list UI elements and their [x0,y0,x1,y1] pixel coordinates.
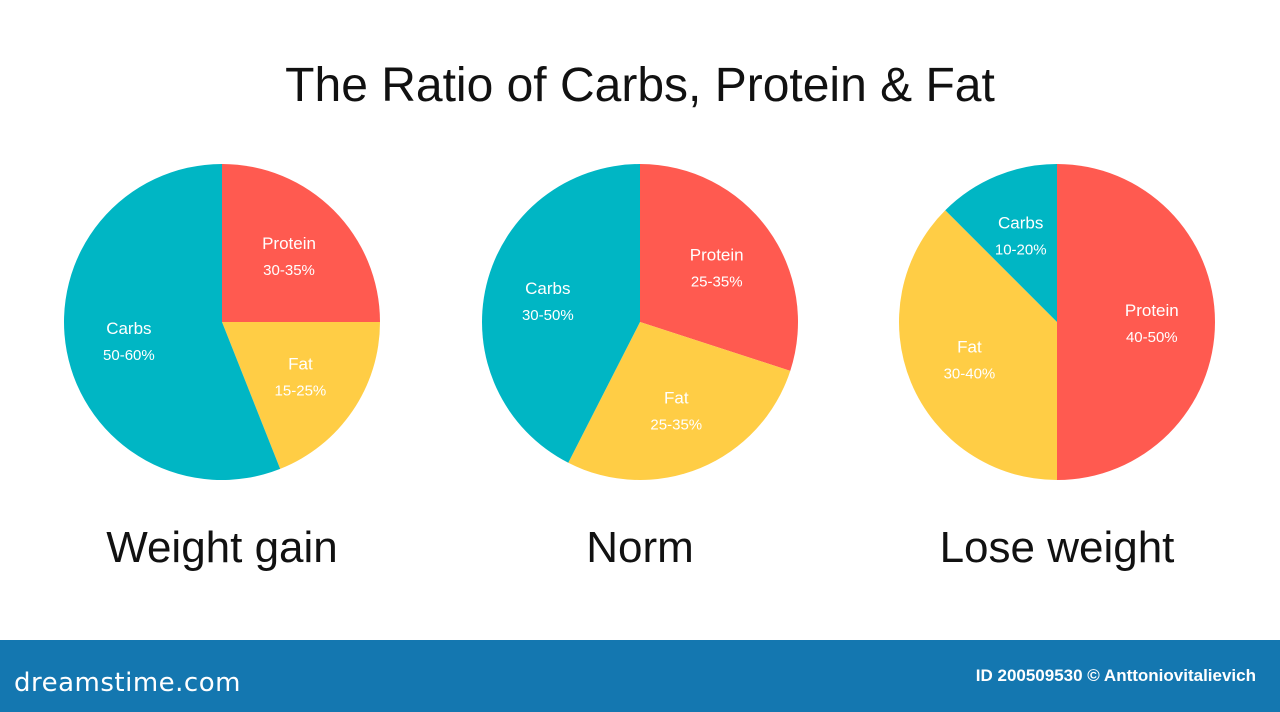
pie-slice-protein [1057,164,1215,480]
slice-name-label: Protein [262,234,316,253]
slice-name-label: Carbs [998,213,1043,232]
pie-slice-protein [640,164,798,371]
pie-slice-protein [222,164,380,322]
slice-name-label: Fat [957,337,982,356]
image-credit: ID 200509530 © Anttoniovitalievich [975,666,1256,685]
pie-slice-carbs [482,164,640,463]
slice-value-label: 25-35% [691,273,743,290]
pie-slice-carbs [945,164,1057,322]
chart-title: The Ratio of Carbs, Protein & Fat [285,59,995,112]
pie-slice-fat [222,322,380,469]
slice-value-label: 30-50% [522,307,574,324]
pie-slice-fat [898,210,1057,480]
slice-name-label: Fat [288,354,313,373]
slice-value-label: 30-40% [944,365,996,382]
slice-value-label: 10-20% [995,241,1047,258]
slice-name-label: Protein [1125,301,1179,320]
pie-charts: Protein 30-35% Fat 15-25% Carbs 50-60% Weight … [64,164,1215,572]
slice-name-label: Protein [690,245,744,264]
slice-value-label: 15-25% [275,382,327,399]
footer-bar: dreamstime.com ID 200509530 © Anttoniovi… [0,640,1280,712]
slice-name-label: Fat [664,389,689,408]
pie-slice-fat [568,322,791,480]
dreamstime-logo: dreamstime.com [14,668,241,698]
slice-name-label: Carbs [525,279,570,298]
slice-value-label: 30-35% [263,262,315,279]
pie-slice-carbs [64,164,281,480]
pie-caption: Weight gain [106,523,338,572]
slice-value-label: 40-50% [1126,329,1178,346]
pie-caption: Lose weight [940,523,1175,572]
slice-name-label: Carbs [106,319,151,338]
slice-value-label: 25-35% [650,417,702,434]
pie-caption: Norm [586,523,694,572]
slice-value-label: 50-60% [103,347,155,364]
